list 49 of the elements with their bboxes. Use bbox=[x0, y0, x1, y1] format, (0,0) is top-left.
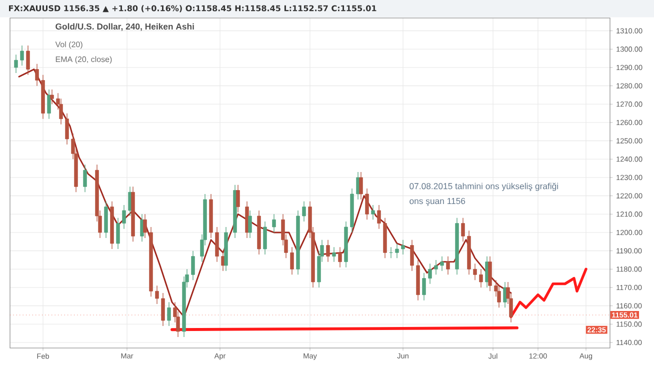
candlestick bbox=[365, 188, 369, 220]
candlestick bbox=[461, 217, 465, 242]
candlestick bbox=[446, 256, 450, 275]
candlestick bbox=[338, 246, 342, 268]
annotation: EMA (20, close) bbox=[56, 56, 112, 64]
candlestick bbox=[290, 246, 294, 275]
candlestick bbox=[302, 200, 306, 222]
candlestick bbox=[143, 214, 147, 238]
candlestick bbox=[434, 260, 438, 275]
candlestick bbox=[167, 302, 171, 326]
annotation: 07.08.2015 tahmini ons yükseliş grafiği bbox=[410, 182, 558, 191]
candlestick bbox=[440, 256, 444, 272]
text: Gold/U.S. Dollar, 240, Heiken Ashi bbox=[56, 23, 194, 31]
candlestick bbox=[410, 239, 414, 272]
candlestick bbox=[326, 239, 330, 262]
candlestick bbox=[377, 204, 381, 230]
candlestick bbox=[263, 221, 267, 255]
candlestick bbox=[332, 246, 336, 262]
candlestick bbox=[248, 210, 252, 238]
candlestick bbox=[161, 292, 165, 326]
candlestick bbox=[26, 45, 30, 76]
candlestick bbox=[503, 282, 507, 308]
annotation: ons şuan 1156 bbox=[410, 198, 466, 206]
candlestick bbox=[47, 89, 51, 120]
candlestick bbox=[428, 263, 432, 284]
candlestick bbox=[479, 268, 483, 288]
candlestick bbox=[20, 45, 24, 66]
candlestick bbox=[236, 184, 240, 213]
annotation: Vol (20) bbox=[55, 41, 82, 49]
candlestick bbox=[359, 172, 363, 200]
candlestick bbox=[191, 250, 195, 280]
candlestick bbox=[395, 243, 399, 258]
candlestick bbox=[14, 54, 18, 74]
candlestick bbox=[50, 89, 54, 104]
candlestick bbox=[155, 285, 159, 304]
candlestick bbox=[422, 272, 426, 301]
candlestick bbox=[371, 204, 375, 220]
candlestick bbox=[488, 256, 492, 292]
candlestick bbox=[122, 204, 126, 230]
candlestick bbox=[473, 263, 477, 280]
candlestick bbox=[83, 164, 87, 192]
candlestick bbox=[401, 239, 405, 255]
line-series bbox=[510, 268, 588, 318]
candlestick bbox=[35, 63, 39, 86]
candlestick bbox=[272, 214, 276, 233]
candlestick bbox=[116, 217, 120, 250]
candlestick bbox=[215, 226, 219, 262]
candlestick bbox=[65, 112, 69, 145]
chart-title: FX:XAUUSD 1156.35 ▲ +1.80 (+0.16%) O:1158.45 H:1158.45 L:1152.57 C:1155.01 bbox=[9, 5, 376, 12]
